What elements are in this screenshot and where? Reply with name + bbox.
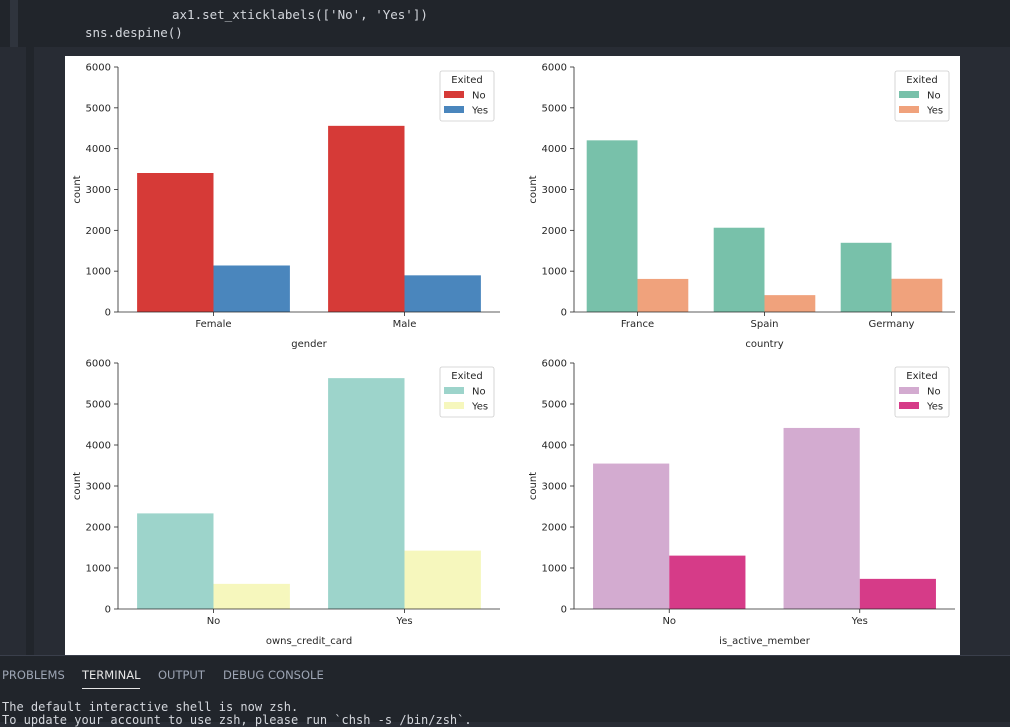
legend-swatch (899, 91, 919, 98)
bar (764, 295, 816, 312)
y-tick-label: 5000 (542, 400, 567, 411)
x-tick-label: No (662, 616, 676, 627)
y-tick-label: 6000 (542, 359, 567, 370)
legend-swatch (444, 106, 464, 113)
bar (586, 140, 638, 312)
y-axis-label: count (528, 472, 539, 500)
y-axis-label: count (72, 175, 83, 203)
y-tick-label: 2000 (542, 226, 567, 237)
bar (404, 550, 481, 609)
x-axis-label: country (745, 339, 783, 350)
bar (669, 555, 746, 609)
x-tick-label: Male (393, 319, 417, 330)
y-tick-label: 1000 (542, 267, 567, 278)
panel-tab[interactable]: DEBUG CONSOLE (223, 668, 324, 682)
bar (137, 513, 214, 609)
legend-swatch (444, 91, 464, 98)
legend-label: No (472, 387, 486, 398)
bar (593, 463, 670, 609)
y-tick-label: 0 (105, 308, 111, 319)
y-tick-label: 2000 (542, 523, 567, 534)
y-tick-label: 0 (105, 605, 111, 616)
legend-label: Yes (926, 106, 943, 117)
y-tick-label: 0 (561, 308, 567, 319)
code-cell: ax1.set_xticklabels(['No', 'Yes']) sns.d… (0, 0, 1010, 47)
bar (891, 278, 943, 312)
bar (213, 583, 290, 609)
y-tick-label: 1000 (86, 564, 111, 575)
legend-label: No (927, 387, 941, 398)
y-tick-label: 0 (561, 605, 567, 616)
x-tick-label: Female (195, 319, 231, 330)
legend-label: Yes (926, 402, 943, 413)
terminal-line: The default interactive shell is now zsh… (2, 700, 299, 714)
y-tick-label: 4000 (86, 144, 111, 155)
panel-tab[interactable]: OUTPUT (158, 668, 205, 682)
x-tick-label: France (621, 319, 654, 330)
bar (859, 578, 936, 609)
y-axis-label: count (72, 472, 83, 500)
code-line: sns.despine() (85, 25, 183, 40)
y-tick-label: 2000 (86, 226, 111, 237)
y-tick-label: 2000 (86, 523, 111, 534)
panel-tab[interactable]: PROBLEMS (2, 668, 65, 682)
x-tick-label: Germany (869, 319, 915, 330)
y-tick-label: 6000 (86, 359, 111, 370)
y-tick-label: 4000 (86, 441, 111, 452)
y-tick-label: 5000 (542, 103, 567, 114)
bar (713, 227, 765, 312)
legend-swatch (899, 387, 919, 394)
legend-title: Exited (906, 75, 937, 86)
bar (404, 275, 481, 312)
legend-swatch (444, 402, 464, 409)
y-tick-label: 4000 (542, 144, 567, 155)
bar (328, 125, 405, 312)
bottom-panel: PROBLEMS TERMINAL OUTPUT DEBUG CONSOLE The d… (0, 655, 1010, 727)
y-tick-label: 6000 (86, 63, 111, 74)
y-tick-label: 3000 (542, 185, 567, 196)
bar (137, 173, 214, 312)
panel-tab[interactable]: TERMINAL (82, 668, 141, 689)
bar (783, 427, 860, 609)
legend-swatch (444, 387, 464, 394)
y-tick-label: 6000 (542, 63, 567, 74)
legend-title: Exited (451, 75, 482, 86)
x-tick-label: No (207, 616, 221, 627)
legend-title: Exited (451, 371, 482, 382)
x-tick-label: Yes (851, 616, 868, 627)
x-axis-label: is_active_member (719, 636, 811, 647)
bar (328, 378, 405, 609)
x-axis-label: owns_credit_card (266, 636, 352, 647)
legend-swatch (899, 402, 919, 409)
legend-label: Yes (471, 402, 488, 413)
y-tick-label: 4000 (542, 441, 567, 452)
bar (840, 242, 892, 312)
y-tick-label: 3000 (86, 482, 111, 493)
code-line: ax1.set_xticklabels(['No', 'Yes']) (172, 7, 428, 22)
legend-label: No (927, 91, 941, 102)
x-axis-label: gender (291, 339, 327, 350)
terminal-line: To update your account to use zsh, pleas… (2, 713, 472, 727)
x-tick-label: Spain (751, 319, 779, 330)
y-tick-label: 3000 (542, 482, 567, 493)
y-tick-label: 5000 (86, 400, 111, 411)
y-axis-label: count (528, 175, 539, 203)
legend-label: No (472, 91, 486, 102)
legend-label: Yes (471, 106, 488, 117)
y-tick-label: 3000 (86, 185, 111, 196)
bar (637, 278, 689, 312)
gutter (10, 0, 18, 47)
y-tick-label: 5000 (86, 103, 111, 114)
figure: 0 1000 2000 3000 4000 5000 6000 Female Male gende… (65, 56, 960, 655)
y-tick-label: 1000 (86, 267, 111, 278)
y-tick-label: 1000 (542, 564, 567, 575)
x-tick-label: Yes (395, 616, 412, 627)
gutter (26, 47, 34, 655)
bar (213, 265, 290, 312)
legend-swatch (899, 106, 919, 113)
legend-title: Exited (906, 371, 937, 382)
